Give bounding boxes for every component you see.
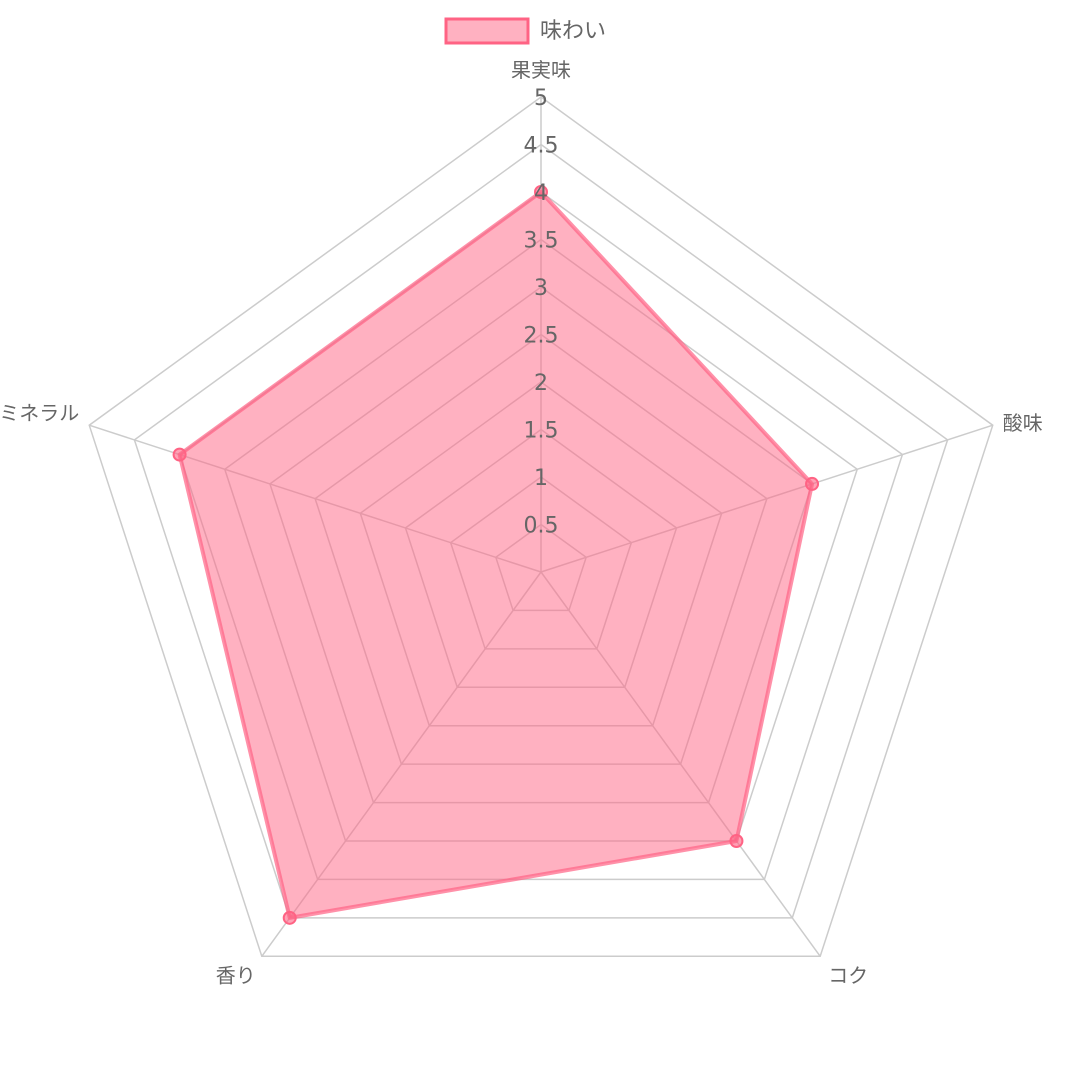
- legend-swatch-taste[interactable]: [444, 17, 530, 45]
- axis-label: ミネラル: [0, 401, 79, 425]
- grid-ring: [88, 96, 994, 958]
- legend[interactable]: 味わい: [444, 17, 606, 45]
- data-point[interactable]: [172, 447, 187, 462]
- data-point[interactable]: [729, 833, 744, 848]
- tick-label: 3.5: [524, 229, 559, 254]
- data-point[interactable]: [534, 185, 548, 199]
- axis-label: 果実味: [511, 58, 571, 82]
- axis-label: 酸味: [1003, 411, 1043, 435]
- tick-label: 1.5: [524, 419, 559, 444]
- axis-label: コク: [828, 963, 868, 987]
- series-area: [177, 190, 815, 920]
- tick-label: 0.5: [524, 514, 559, 539]
- radial-tick-labels: 0.5 1 1.5 2 2.5 3 3.5 4 4.5 5: [524, 86, 559, 539]
- tick-label: 4: [534, 181, 548, 206]
- grid-ring: [133, 143, 949, 919]
- tick-label: 1: [534, 466, 548, 491]
- data-point[interactable]: [282, 910, 297, 925]
- data-series: [172, 185, 820, 925]
- legend-label-taste[interactable]: 味わい: [540, 19, 606, 44]
- tick-label: 5: [534, 86, 548, 111]
- tick-label: 3: [534, 276, 548, 301]
- axis-label: 香り: [216, 963, 256, 987]
- tick-label: 2.5: [524, 324, 559, 349]
- tick-label: 4.5: [524, 134, 559, 159]
- data-point[interactable]: [805, 476, 820, 491]
- tick-label: 2: [534, 371, 548, 396]
